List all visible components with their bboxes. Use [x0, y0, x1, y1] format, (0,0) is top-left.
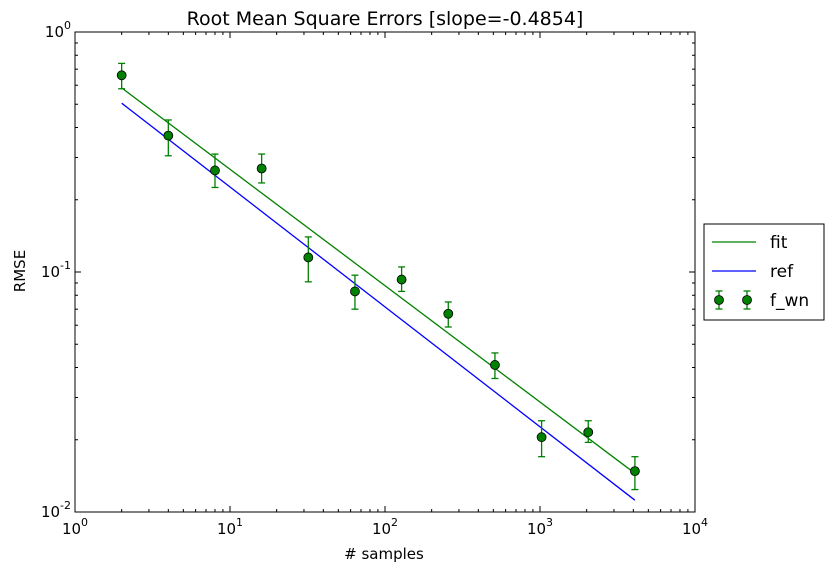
y-tick-label: 10-1	[41, 259, 71, 281]
plot-frame	[74, 31, 696, 513]
data-point	[583, 427, 594, 438]
data-point	[256, 163, 267, 174]
x-tick-label: 101	[217, 516, 243, 538]
y-tick-label: 10-2	[41, 499, 71, 521]
x-tick-label: 100	[62, 516, 88, 538]
axis-ticks: 100 101 102 103 104 10-2 10-1 100	[41, 19, 708, 538]
data-point	[210, 165, 220, 176]
x-tick-label: 102	[372, 516, 398, 538]
series-line-ref	[121, 102, 636, 501]
chart-title: Root Mean Square Errors [slope=-0.4854]	[187, 8, 584, 30]
data-point	[163, 130, 174, 141]
x-tick-label: 103	[527, 516, 553, 538]
y-tick-label: 100	[45, 19, 71, 41]
data-point	[350, 286, 360, 297]
legend-label-ref: ref	[770, 262, 794, 282]
legend-box	[703, 223, 825, 321]
legend-marker	[714, 295, 724, 305]
x-axis-label: # samples	[344, 545, 424, 563]
legend-label-f_wn: f_wn	[770, 291, 809, 311]
legend-marker	[742, 295, 752, 305]
legend-label-fit: fit	[770, 233, 788, 253]
legend: fit ref f_wn	[703, 223, 825, 321]
series-line-fit	[121, 87, 636, 474]
data-point	[396, 274, 407, 285]
data-point	[116, 70, 127, 81]
data-point	[303, 252, 314, 263]
plot-area	[116, 62, 640, 501]
data-point	[630, 466, 640, 477]
data-point	[490, 360, 500, 370]
data-point	[443, 308, 454, 319]
x-tick-label: 104	[682, 516, 708, 538]
y-axis-label: RMSE	[11, 250, 29, 292]
data-point	[536, 432, 547, 443]
